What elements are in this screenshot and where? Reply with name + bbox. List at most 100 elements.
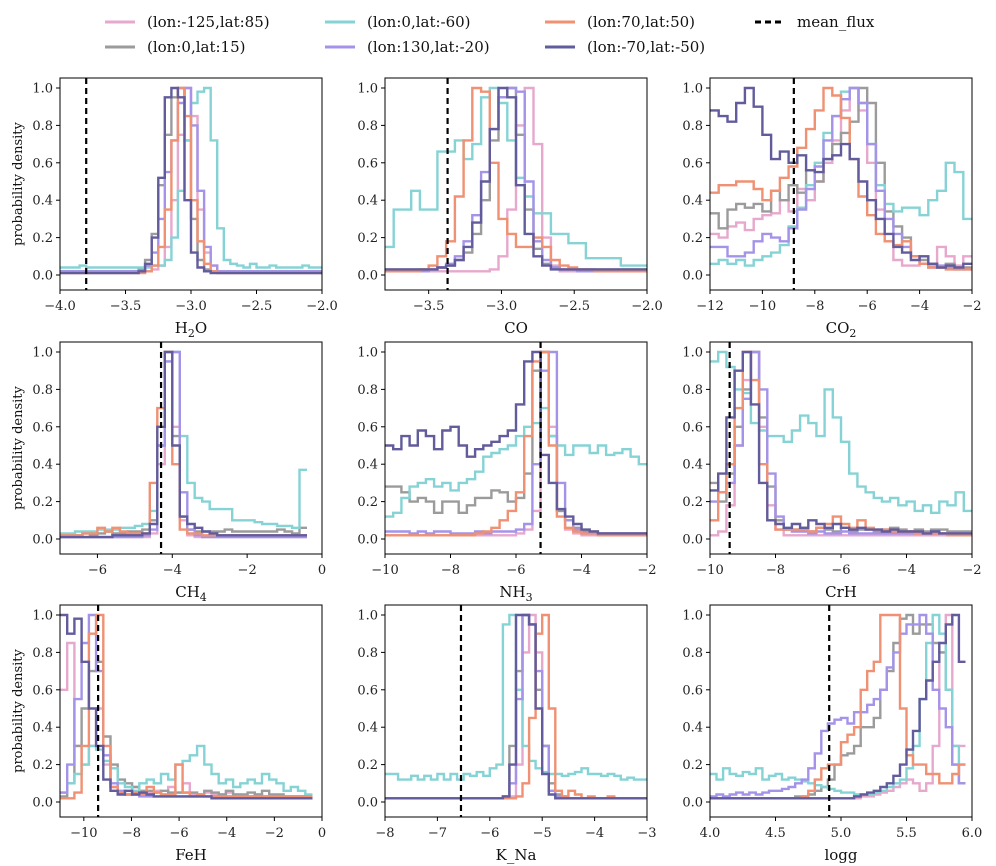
x-axis-label-crh: CrH (825, 583, 857, 601)
x-tick-label: −3.5 (110, 299, 142, 314)
x-axis-label-subscript: 4 (200, 591, 207, 604)
y-tick-label: 1.0 (32, 82, 53, 97)
histogram-crh-s6 (710, 350, 972, 535)
legend: (lon:-125,lat:85) (lon:0,lat:15) (lon:0,la… (105, 13, 875, 56)
x-tick-label: −8 (805, 299, 824, 314)
x-axis-label-main: CrH (825, 583, 857, 601)
y-tick-label: 1.0 (682, 346, 703, 361)
y-tick-label: 0.6 (357, 420, 378, 435)
y-tick-label: 0.2 (682, 231, 703, 246)
x-tick-label: −2 (238, 563, 257, 578)
y-tick-label: 0.8 (32, 383, 53, 398)
y-tick-label: 0.6 (32, 420, 53, 435)
y-tick-label: 1.0 (32, 346, 53, 361)
y-tick-label: 0.2 (32, 231, 53, 246)
x-tick-label: −2 (962, 299, 981, 314)
x-tick-label: −10 (371, 563, 398, 578)
histogram-nh3-s5 (385, 350, 647, 537)
histogram-ch4-s3 (60, 350, 307, 535)
y-tick-label: 0.8 (357, 119, 378, 134)
legend-label-s2: (lon:0,lat:15) (147, 38, 245, 56)
x-tick-label: −3.0 (486, 299, 518, 314)
y-axis-label: probability density (11, 121, 26, 245)
x-axis-label-main: logg (824, 846, 857, 864)
y-tick-label: 0.4 (32, 194, 53, 209)
x-tick-label: −6 (858, 299, 877, 314)
x-tick-label: 5.5 (896, 826, 917, 841)
x-tick-label: −6 (88, 563, 107, 578)
y-tick-label: 0.2 (32, 758, 53, 773)
x-axis-label-nh3: NH3 (499, 583, 532, 604)
y-tick-label: 0.6 (682, 156, 703, 171)
series-group (385, 350, 647, 537)
legend-label-s6: (lon:-70,lat:-50) (587, 38, 705, 56)
legend-label-s3: (lon:0,lat:-60) (367, 13, 471, 31)
x-tick-label: −8 (441, 563, 460, 578)
y-tick-label: 0.8 (32, 646, 53, 661)
x-tick-label: −2.0 (306, 299, 338, 314)
histogram-h2o-s6 (60, 86, 322, 275)
x-tick-label: −3.5 (413, 299, 445, 314)
panel-k_na: 0.0 0.2 0.4 0.6 0.8 1.0 −8 −7 −6 −5 −4 −3 K_Na (357, 604, 657, 864)
x-tick-label: −3 (637, 826, 656, 841)
histogram-crh-s3 (710, 350, 972, 514)
y-axis-label: probability density (11, 385, 26, 509)
x-tick-label: −10 (696, 563, 723, 578)
x-tick-label: −5 (533, 826, 552, 841)
panel-co2: 0.0 0.2 0.4 0.6 0.8 1.0 −12 −10 −8 −6 −4 −2 CO2 (682, 77, 982, 340)
x-tick-label: −10 (70, 826, 97, 841)
panel-crh: 0.0 0.2 0.4 0.6 0.8 1.0 −10 −8 −6 −4 −2 CrH (682, 341, 982, 601)
x-axis-label-main: CO (826, 319, 850, 337)
axes-frame (384, 77, 648, 291)
panel-nh3: 0.0 0.2 0.4 0.6 0.8 1.0 −10 −8 −6 −4 −2 NH3 (357, 341, 657, 604)
panel-ch4: 0.0 0.2 0.4 0.6 0.8 1.0 −6 −4 −2 0 CH4 probability … (11, 341, 326, 604)
histogram-logg-s6 (710, 613, 966, 800)
histogram-ch4-s5 (60, 350, 307, 537)
y-tick-label: 0.0 (682, 269, 703, 284)
y-tick-label: 0.6 (32, 156, 53, 171)
y-axis-label: probability density (11, 648, 26, 772)
y-tick-label: 0.8 (32, 119, 53, 134)
histogram-co2-s6 (710, 86, 972, 269)
y-tick-label: 0.0 (357, 796, 378, 811)
panel-grid: 0.00.20.40.60.81.0−4.0 −3.5 −3.0 −2.5 −2.0H2… (11, 77, 982, 864)
x-tick-label: 4.0 (700, 826, 721, 841)
histogram-co2-s5 (710, 86, 972, 271)
histogram-k_na-s6 (385, 613, 647, 800)
histogram-ch4-s1 (60, 350, 307, 539)
series-group (710, 613, 966, 800)
y-tick-label: 0.2 (682, 495, 703, 510)
y-tick-label: 0.0 (32, 533, 53, 548)
x-tick-label: −6 (506, 563, 525, 578)
y-tick-label: 0.2 (357, 495, 378, 510)
x-axis-label-ch4: CH4 (175, 583, 207, 604)
y-tick-label: 1.0 (682, 609, 703, 624)
y-tick-label: 0.6 (357, 156, 378, 171)
y-tick-label: 0.0 (357, 533, 378, 548)
histogram-co-s3 (385, 86, 647, 267)
legend-label-mean: mean_flux (797, 13, 875, 31)
histogram-logg-s4 (710, 613, 966, 798)
y-tick-label: 0.2 (357, 231, 378, 246)
series-group (385, 86, 647, 273)
y-tick-label: 0.0 (32, 796, 53, 811)
x-tick-label: 4.5 (765, 826, 786, 841)
y-tick-label: 0.8 (682, 383, 703, 398)
y-tick-label: 1.0 (682, 82, 703, 97)
y-tick-label: 0.4 (32, 721, 53, 736)
x-axis-label-subscript: 2 (188, 327, 195, 340)
panel-feh: 0.0 0.2 0.4 0.6 0.8 1.0 −10 −8 −6 −4 −2 0 FeH probabi… (11, 604, 326, 864)
series-group (60, 350, 307, 539)
x-tick-label: −3.0 (175, 299, 207, 314)
x-tick-label: −4 (163, 563, 182, 578)
series-group (710, 350, 972, 537)
y-tick-label: 0.4 (682, 458, 703, 473)
series-group (60, 86, 322, 275)
y-tick-label: 0.8 (682, 119, 703, 134)
x-axis-label-main: H (175, 319, 188, 337)
histogram-co-s6 (385, 86, 647, 271)
x-tick-label: 0 (318, 563, 326, 578)
x-tick-label: −7 (428, 826, 447, 841)
axes-frame (384, 604, 648, 818)
